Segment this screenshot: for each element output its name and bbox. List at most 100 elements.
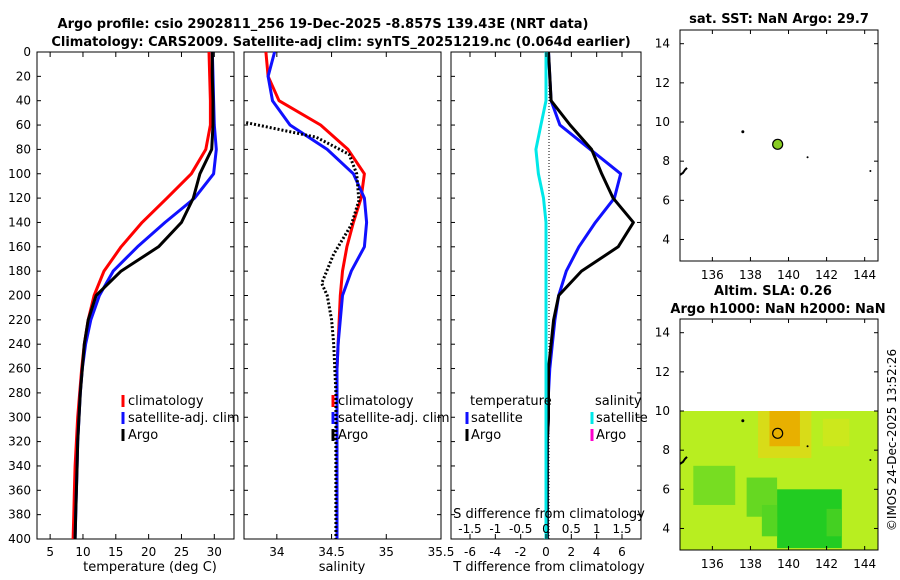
island-mark	[869, 169, 872, 172]
legend-label-argo: Argo	[338, 428, 368, 443]
depth-tick-label: 380	[8, 508, 31, 522]
argo-location-marker	[772, 138, 784, 150]
depth-tick-label: 280	[8, 386, 31, 400]
t-difference-xlabel: T difference from climatology	[452, 560, 645, 575]
depth-tick-label: 120	[8, 191, 31, 205]
island-mark	[741, 130, 745, 134]
sla-field-cell	[769, 411, 800, 447]
depth-tick-label: 160	[8, 240, 31, 254]
map-y-tick-label: 10	[655, 115, 670, 129]
map-y-tick-label: 4	[662, 232, 670, 246]
legend-label-temp-argo: Argo	[471, 428, 501, 443]
argo-location-marker	[772, 427, 784, 439]
x-tick-label: 20	[141, 545, 156, 559]
island-mark	[806, 156, 809, 159]
legend-label-temp-satellite: satellite	[471, 411, 523, 426]
sst-map-frame	[679, 29, 879, 262]
sla-map-title: Altim. SLA: 0.26	[714, 284, 832, 299]
s-difference-tick-label: 1	[593, 522, 601, 536]
depth-tick-label: 340	[8, 459, 31, 473]
depth-tick-label: 360	[8, 483, 31, 497]
x-tick-label: 5	[46, 545, 54, 559]
salinity-plot	[245, 51, 369, 539]
figure-title-line1: Argo profile: csio 2902811_256 19-Dec-20…	[58, 17, 589, 32]
x-tick-label: 15	[108, 545, 123, 559]
island-mark	[741, 419, 745, 423]
map-y-tick-label: 8	[662, 443, 670, 457]
map-x-tick-label: 144	[853, 268, 876, 282]
depth-tick-label: 100	[8, 167, 31, 181]
x-tick-label: 0	[542, 545, 550, 559]
figure-title-line2: Climatology: CARS2009. Satellite-adj cli…	[51, 35, 630, 50]
x-tick-label: 30	[207, 545, 222, 559]
map-y-tick-label: 14	[655, 326, 670, 340]
sla-field-cell	[826, 508, 842, 537]
depth-tick-label: 80	[16, 142, 31, 156]
map-x-tick-label: 136	[701, 557, 724, 571]
depth-tick-label: 140	[8, 215, 31, 229]
map-y-tick-label: 6	[662, 193, 670, 207]
map-x-tick-label: 142	[815, 268, 838, 282]
x-tick-label: 25	[174, 545, 189, 559]
map-x-tick-label: 144	[853, 557, 876, 571]
depth-tick-label: 0	[23, 45, 31, 59]
salinity-xlabel: salinity	[319, 560, 366, 575]
s-difference-top-label: S difference from climatology	[453, 507, 645, 522]
x-tick-label: 10	[75, 545, 90, 559]
sla-map-subtitle: Argo h1000: NaN h2000: NaN	[670, 302, 885, 317]
series-line-argo	[245, 121, 361, 539]
temperature-legend: climatology satellite-adj. clim Argo	[121, 394, 240, 443]
map-y-tick-label: 12	[655, 76, 670, 90]
series-line-argo	[73, 52, 215, 540]
depth-tick-label: 20	[16, 69, 31, 83]
axes-ticks: 5 10 15 20 25 30 34 34.5 35 35.5 -6 -4 -2 0 2 4 6-1.5 -1-…	[8, 45, 641, 559]
x-tick-label: 34	[269, 545, 284, 559]
s-difference-tick-label: 0.5	[562, 522, 581, 536]
map-x-tick-label: 140	[777, 268, 800, 282]
depth-tick-label: 240	[8, 337, 31, 351]
difference-plot	[534, 51, 635, 539]
legend-label-argo: Argo	[128, 428, 158, 443]
depth-tick-label: 200	[8, 289, 31, 303]
map-x-tick-label: 142	[815, 557, 838, 571]
temperature-panel-frame	[36, 51, 235, 540]
x-tick-label: 4	[593, 545, 601, 559]
series-line-climatology	[264, 51, 366, 539]
sst-map-title: sat. SST: NaN Argo: 29.7	[689, 12, 869, 27]
x-tick-label: 6	[618, 545, 626, 559]
legend-title-temperature: temperature	[470, 394, 552, 409]
x-tick-label: -2	[515, 545, 527, 559]
series-line-satellite-adj-clim	[266, 51, 369, 539]
depth-tick-label: 300	[8, 410, 31, 424]
x-tick-label: -6	[464, 545, 476, 559]
series-line-salinity-satellite	[534, 52, 548, 539]
temperature-xlabel: temperature (deg C)	[83, 560, 217, 575]
s-difference-tick-label: 1.5	[612, 522, 631, 536]
map-x-tick-label: 140	[777, 557, 800, 571]
depth-tick-label: 260	[8, 362, 31, 376]
s-difference-tick-label: 0	[542, 522, 550, 536]
map-y-tick-label: 4	[662, 521, 670, 535]
sla-field-cell	[822, 418, 850, 447]
difference-legend: temperature salinity satellite Argo sate…	[465, 394, 648, 443]
map-x-tick-label: 138	[739, 268, 762, 282]
map-y-tick-label: 10	[655, 404, 670, 418]
sst-map: 136 138 140 142 144 14 12 10 8 6 4	[655, 30, 878, 282]
temperature-plot	[71, 51, 218, 540]
depth-tick-label: 60	[16, 118, 31, 132]
s-difference-tick-label: -1.5	[458, 522, 481, 536]
s-difference-tick-label: -1	[489, 522, 501, 536]
x-tick-label: 35.5	[428, 545, 455, 559]
imos-watermark: ©IMOS 24-Dec-2025 13:52:26	[885, 349, 899, 531]
depth-tick-label: 180	[8, 264, 31, 278]
map-y-tick-label: 6	[662, 482, 670, 496]
legend-label-satellite: satellite-adj. clim	[128, 411, 240, 426]
map-x-tick-label: 136	[701, 268, 724, 282]
depth-tick-label: 320	[8, 435, 31, 449]
x-tick-label: 2	[568, 545, 576, 559]
map-y-tick-label: 14	[655, 37, 670, 51]
legend-label-sal-argo: Argo	[596, 428, 626, 443]
salinity-legend: climatology satellite-adj. clim Argo	[331, 394, 450, 443]
depth-tick-label: 220	[8, 313, 31, 327]
